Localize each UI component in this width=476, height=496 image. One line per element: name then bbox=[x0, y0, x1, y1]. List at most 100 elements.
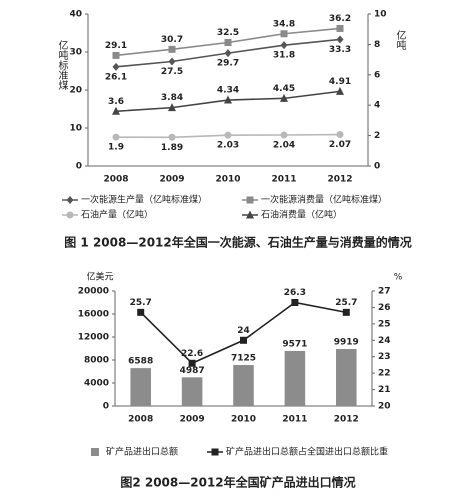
y2-tick-label: 27 bbox=[378, 287, 391, 297]
marker bbox=[336, 131, 344, 139]
marker bbox=[280, 41, 288, 50]
marker bbox=[280, 30, 288, 38]
value-label: 2.07 bbox=[329, 140, 351, 150]
marker bbox=[336, 24, 344, 32]
marker bbox=[168, 45, 176, 53]
x-tick-label: 2008 bbox=[103, 175, 128, 185]
caption: 图 1 2008—2012年全国一次能源、石油生产量与消费量的情况 bbox=[64, 235, 412, 250]
marker bbox=[336, 86, 344, 95]
value-label: 4.45 bbox=[273, 84, 295, 94]
x-tick-label: 2012 bbox=[334, 415, 359, 425]
y-tick-label: 10 bbox=[69, 124, 82, 134]
y2-tick-label: 10 bbox=[374, 10, 387, 20]
bar bbox=[336, 348, 357, 406]
marker bbox=[112, 51, 120, 59]
value-label: 29.1 bbox=[105, 41, 127, 51]
y-axis-title: 亿美元 bbox=[86, 271, 113, 283]
x-tick-label: 2010 bbox=[231, 415, 256, 425]
value-label: 26.1 bbox=[105, 72, 127, 82]
y2-tick-label: 26 bbox=[378, 303, 391, 313]
y2-axis-title: 亿吨 bbox=[394, 29, 406, 50]
marker bbox=[112, 106, 120, 115]
marker bbox=[224, 95, 232, 104]
value-label: 36.2 bbox=[329, 14, 351, 24]
y2-tick-label: 23 bbox=[378, 352, 391, 362]
value-label: 24 bbox=[237, 326, 250, 336]
x-tick-label: 2011 bbox=[271, 175, 296, 185]
value-label: 7125 bbox=[231, 354, 256, 364]
marker bbox=[291, 299, 299, 306]
marker bbox=[66, 211, 74, 219]
value-label: 4.34 bbox=[217, 86, 239, 96]
legend-label: 一次能源消费量（亿吨标准煤） bbox=[261, 194, 387, 206]
x-tick-label: 2010 bbox=[215, 175, 240, 185]
legend-label: 一次能源生产量（亿吨标准煤） bbox=[81, 194, 207, 206]
marker bbox=[137, 308, 145, 316]
value-label: 3.6 bbox=[108, 97, 124, 107]
y2-tick-label: 4 bbox=[374, 101, 380, 111]
value-label: 33.3 bbox=[329, 45, 351, 55]
value-label: 1.89 bbox=[161, 143, 183, 153]
y2-tick-label: 25 bbox=[378, 319, 391, 329]
value-label: 25.7 bbox=[335, 298, 357, 308]
y2-tick-label: 21 bbox=[378, 385, 391, 395]
value-label: 22.6 bbox=[181, 349, 203, 359]
y-tick-label: 20 bbox=[69, 86, 82, 96]
marker bbox=[112, 133, 120, 141]
y2-tick-label: 6 bbox=[374, 70, 380, 80]
y-tick-label: 0 bbox=[103, 402, 109, 412]
value-label: 9571 bbox=[282, 339, 307, 349]
marker bbox=[168, 103, 176, 112]
value-label: 30.7 bbox=[161, 35, 183, 45]
marker bbox=[112, 62, 120, 71]
value-label: 2.03 bbox=[217, 141, 239, 151]
value-label: 4.91 bbox=[329, 77, 351, 87]
value-label: 34.8 bbox=[273, 19, 295, 29]
x-tick-label: 2011 bbox=[282, 415, 307, 425]
value-label: 1.9 bbox=[108, 143, 124, 153]
bar bbox=[181, 377, 203, 406]
marker bbox=[66, 196, 74, 204]
x-tick-label: 2009 bbox=[159, 175, 184, 185]
value-label: 27.5 bbox=[161, 67, 183, 77]
legend-label: 矿产品进出口总额 bbox=[106, 446, 178, 458]
y-tick-label: 8000 bbox=[84, 356, 109, 366]
x-tick-label: 2009 bbox=[180, 415, 205, 425]
value-label: 32.5 bbox=[217, 28, 239, 38]
y2-tick-label: 22 bbox=[378, 369, 391, 379]
y2-tick-label: 2 bbox=[374, 131, 380, 141]
marker bbox=[342, 308, 350, 316]
y2-axis-title: % bbox=[394, 273, 403, 283]
bar bbox=[233, 365, 254, 406]
y-tick-label: 30 bbox=[69, 48, 82, 58]
x-tick-label: 2008 bbox=[128, 415, 153, 425]
marker bbox=[246, 210, 254, 219]
value-label: 3.84 bbox=[161, 93, 183, 103]
marker bbox=[336, 35, 344, 44]
x-tick-label: 2012 bbox=[327, 175, 352, 185]
value-label: 6588 bbox=[128, 357, 153, 367]
y-tick-label: 0 bbox=[76, 162, 82, 172]
y-tick-label: 12000 bbox=[78, 333, 109, 343]
marker bbox=[224, 39, 232, 46]
caption: 图2 2008—2012年全国矿产品进出口情况 bbox=[120, 475, 355, 490]
y2-tick-label: 0 bbox=[374, 162, 380, 172]
marker bbox=[240, 336, 247, 344]
bar bbox=[284, 350, 306, 406]
legend-label: 石油产量（亿吨） bbox=[81, 209, 153, 221]
value-label: 29.7 bbox=[217, 59, 239, 69]
marker bbox=[211, 448, 219, 456]
bar bbox=[130, 368, 151, 406]
legend-swatch bbox=[91, 448, 99, 456]
value-label: 26.3 bbox=[284, 288, 306, 298]
y-tick-label: 20000 bbox=[78, 287, 109, 297]
y2-tick-label: 24 bbox=[378, 336, 391, 346]
y-tick-label: 4000 bbox=[84, 379, 109, 389]
marker bbox=[168, 57, 176, 66]
value-label: 31.8 bbox=[273, 51, 295, 61]
value-label: 9919 bbox=[334, 337, 359, 347]
y-tick-label: 40 bbox=[69, 10, 82, 20]
marker bbox=[188, 359, 196, 367]
marker bbox=[280, 93, 288, 102]
